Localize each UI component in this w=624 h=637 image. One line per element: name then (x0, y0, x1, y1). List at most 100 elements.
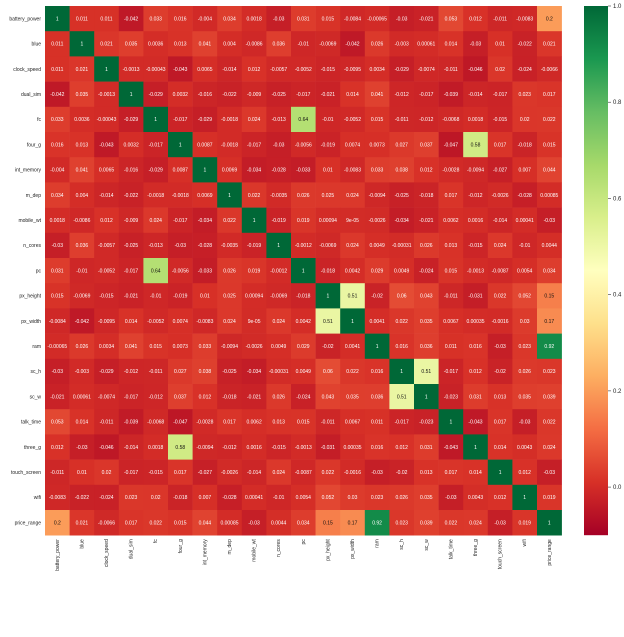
cell-value-label: 0.015 (445, 268, 458, 274)
heatmap-cell (69, 384, 95, 410)
heatmap-cell (340, 333, 366, 360)
cell-value-label: -0.011 (321, 420, 335, 426)
cell-value-label: 0.0087 (173, 168, 189, 174)
heatmap-cell (291, 258, 316, 284)
cell-value-label: -0.017 (493, 92, 507, 98)
heatmap-cell (241, 283, 267, 309)
heatmap-cell (266, 434, 292, 460)
heatmap-cell (315, 81, 341, 108)
cell-value-label: 0.038 (395, 168, 408, 174)
heatmap-cell (389, 484, 415, 511)
cell-value-label: -0.024 (419, 268, 433, 274)
column-label: n_cores (276, 539, 282, 557)
heatmap-cell (537, 232, 562, 259)
colorbar-gradient (584, 6, 608, 536)
heatmap-cell (241, 409, 267, 435)
heatmap-cell (69, 434, 95, 460)
cell-value-label: 0.015 (322, 16, 335, 22)
heatmap-cell (537, 283, 562, 309)
cell-value-label: 0.031 (420, 445, 433, 451)
cell-value-label: 0.017 (223, 420, 236, 426)
column-label: fc (153, 539, 159, 543)
heatmap-cell (414, 207, 439, 234)
heatmap-cell (45, 157, 70, 183)
cell-value-label: 0.033 (149, 16, 162, 22)
heatmap-cell (340, 157, 366, 183)
heatmap-cell (414, 384, 439, 410)
cell-value-label: 0.0067 (345, 420, 361, 426)
cell-value-label: -0.0052 (295, 67, 312, 73)
heatmap-cell (537, 6, 562, 32)
heatmap-cell (291, 106, 316, 133)
heatmap-cell (143, 333, 169, 360)
heatmap-cell (315, 358, 341, 385)
heatmap-cell (438, 484, 464, 511)
heatmap-cell (364, 484, 390, 511)
cell-value-label: 0.013 (420, 470, 433, 476)
heatmap-cell (389, 207, 415, 234)
cell-value-label: 0.02 (151, 495, 161, 501)
heatmap-cell (340, 434, 366, 460)
heatmap-cell (217, 409, 243, 435)
cell-value-label: 0.013 (445, 243, 458, 249)
cell-value-label: 0.00041 (516, 218, 534, 224)
heatmap-cell (364, 81, 390, 108)
heatmap-cell (45, 434, 70, 460)
cell-value-label: 0.024 (223, 319, 236, 325)
heatmap-cell (217, 31, 243, 57)
heatmap-cell (118, 459, 144, 486)
heatmap-cell (143, 510, 169, 536)
cell-value-label: 0.017 (125, 520, 138, 526)
cell-value-label: 0.021 (100, 42, 113, 48)
heatmap-cell (266, 132, 292, 158)
cell-value-label: 0.0043 (517, 445, 533, 451)
cell-value-label: -0.0074 (98, 394, 115, 400)
heatmap-cell (118, 484, 144, 511)
heatmap-cell (438, 510, 464, 536)
heatmap-cell (45, 232, 70, 259)
cell-value-label: 0.58 (471, 142, 481, 148)
heatmap-cell (364, 207, 390, 234)
heatmap-cell (168, 358, 193, 385)
cell-value-label: 1 (179, 142, 182, 148)
heatmap-cell (438, 384, 464, 410)
heatmap-cell (340, 459, 366, 486)
cell-value-label: 0.024 (346, 193, 359, 199)
heatmap-cell (45, 207, 70, 234)
cell-value-label: -0.0066 (98, 520, 115, 526)
heatmap-cell (143, 384, 169, 410)
heatmap-cell (168, 106, 193, 133)
heatmap-cell (69, 81, 95, 108)
heatmap-cell (69, 358, 95, 385)
cell-value-label: -0.018 (419, 193, 433, 199)
cell-value-label: 0.022 (543, 420, 556, 426)
heatmap-cell (94, 258, 120, 284)
heatmap-cell (414, 434, 439, 460)
heatmap-cell (217, 484, 243, 511)
heatmap-cell (463, 157, 489, 183)
heatmap-cell (94, 459, 120, 486)
row-label: three_g (24, 445, 41, 451)
cell-value-label: -0.0016 (492, 319, 509, 325)
cell-value-label: -0.029 (149, 168, 163, 174)
heatmap-cell (118, 232, 144, 259)
cell-value-label: -0.042 (75, 319, 89, 325)
heatmap-cell (463, 31, 489, 57)
heatmap-cell (241, 157, 267, 183)
cell-value-label: -0.034 (247, 369, 261, 375)
heatmap-cell (487, 484, 513, 511)
heatmap-cell (414, 308, 439, 334)
cell-value-label: 0.022 (346, 369, 359, 375)
heatmap-cell (69, 182, 95, 208)
cell-value-label: 0.011 (100, 16, 112, 22)
heatmap-cell (94, 358, 120, 385)
cell-value-label: -0.017 (124, 470, 138, 476)
cell-value-label: -0.017 (296, 92, 310, 98)
cell-value-label: -0.028 (518, 193, 532, 199)
cell-value-label: -0.0052 (98, 268, 115, 274)
cell-value-label: -0.014 (468, 92, 482, 98)
cell-value-label: 0.011 (76, 16, 88, 22)
cell-value-label: 0.00085 (540, 193, 558, 199)
heatmap-cell (168, 510, 193, 536)
